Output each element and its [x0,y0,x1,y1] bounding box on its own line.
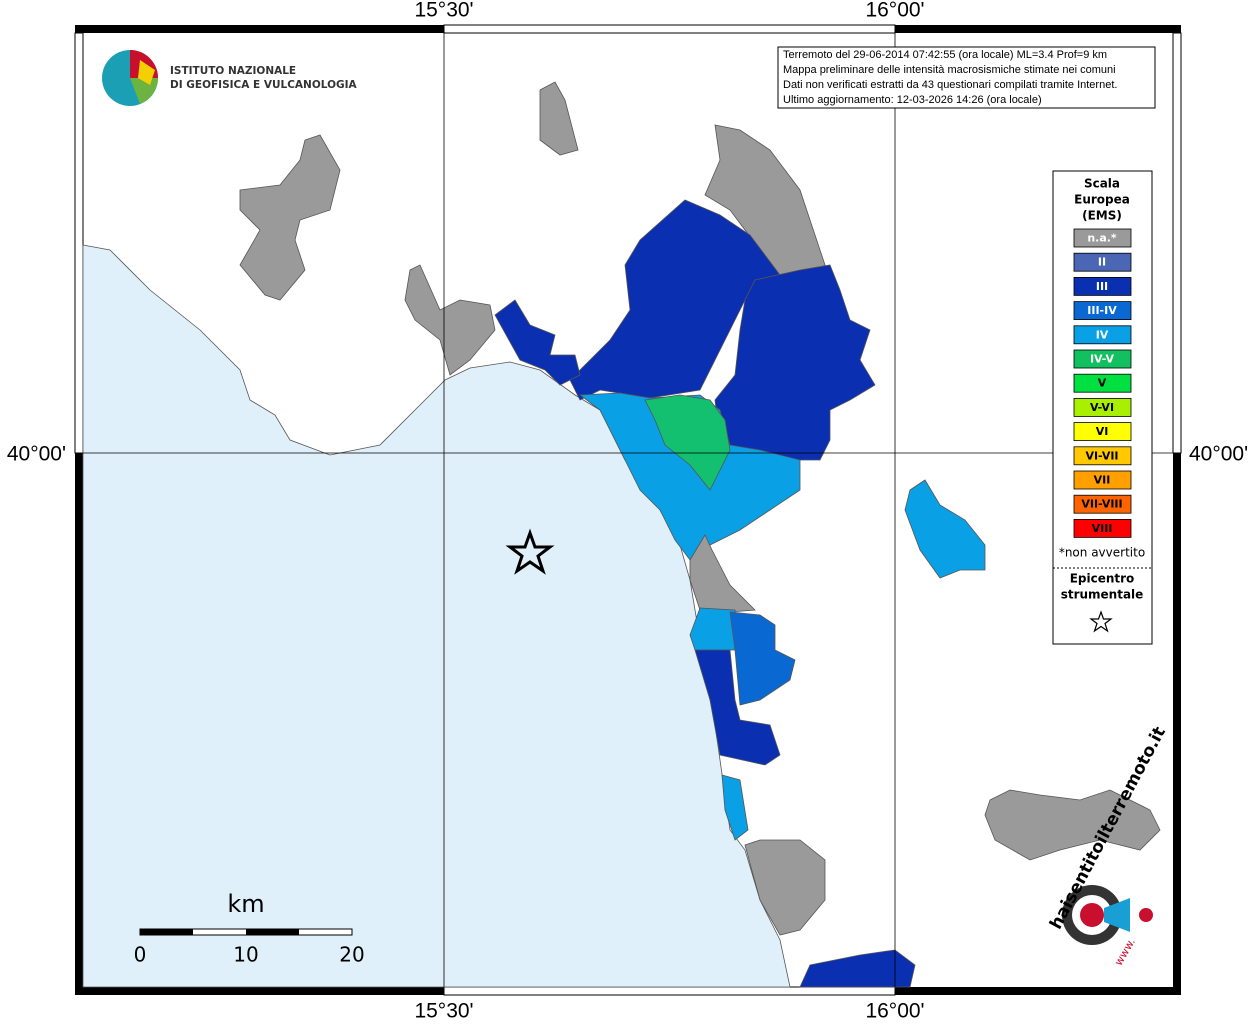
lat-label: 40°00' [7,443,66,466]
legend-swatch [1073,373,1132,393]
region [694,649,781,766]
scale-tick: 20 [339,943,364,967]
region [721,774,749,841]
legend-label: V-VI [1090,401,1114,414]
info-line: Dati non verificati estratti da 43 quest… [783,79,1117,91]
institute-logo: ISTITUTO NAZIONALE DI GEOFISICA E VULCAN… [102,50,358,106]
region [984,789,1161,861]
legend-swatch [1073,446,1132,466]
epicenter-star [505,528,555,575]
region [404,264,496,376]
legend: ScalaEuropea(EMS)n.a.*IIIIIIII-IVIVIV-VV… [1052,170,1153,645]
info-box [777,46,1156,109]
legend-swatch [1073,276,1132,296]
region [239,134,341,301]
legend-label: VI [1096,425,1109,438]
lon-label: 15°30' [414,0,473,22]
legend-label: n.a.* [1087,232,1117,245]
frame-segment [443,24,896,34]
lon-label: 15°30' [414,1000,473,1023]
region [569,199,781,401]
legend-label: IV [1096,328,1109,341]
legend-label: IV-V [1090,353,1115,366]
lat-label: 40°00' [1189,443,1248,466]
scale-segment [140,929,193,935]
legend-swatch [1073,325,1132,345]
legend-note: *non avvertito [1059,546,1145,560]
region [644,394,731,491]
region [578,392,801,561]
institute-name: DI GEOFISICA E VULCANOLOGIA [170,79,358,91]
legend-epicenter: Epicentro [1070,572,1135,586]
logo-speaker [1104,898,1130,932]
info-line: Terremoto del 29-06-2014 07:42:55 (ora l… [783,49,1107,61]
lon-label: 16°00' [865,1000,924,1023]
legend-label: V [1098,377,1107,390]
lon-label: 16°00' [865,0,924,22]
logo-part [138,60,155,85]
legend-swatch [1073,228,1132,248]
region [714,264,876,461]
legend-swatch [1073,470,1132,490]
region [904,479,986,579]
regions [239,81,1161,988]
region [729,611,796,706]
logo-ring [1080,903,1104,927]
legend-title: Scala [1084,177,1120,191]
region [539,81,579,156]
region [689,534,756,613]
legend-swatch [1073,519,1132,538]
legend-label: III [1096,280,1108,293]
region [494,299,581,386]
scale-unit: km [227,890,264,918]
legend-swatch [1073,422,1132,442]
legend-label: III-IV [1087,304,1117,317]
legend-title: (EMS) [1082,209,1122,223]
scale-bar: km 0 10 20 [134,890,365,967]
legend-swatch [1073,301,1132,321]
institute-name: ISTITUTO NAZIONALE [170,65,296,77]
region [744,839,826,936]
scale-tick: 0 [134,943,147,967]
legend-title: Europea [1074,193,1130,207]
legend-star [1089,610,1113,633]
legend-label: VII [1094,474,1111,487]
logo-part [130,78,158,104]
frame-segment [1172,32,1182,454]
info-line: Mappa preliminare delle intensità macros… [783,64,1116,76]
legend-epicenter: strumentale [1061,588,1144,602]
legend-label: II [1098,256,1106,269]
sea [82,244,791,988]
logo-dot [1139,908,1153,922]
legend-label: VIII [1092,522,1113,535]
scale-tick: 10 [233,943,258,967]
info-line: Ultimo aggiornamento: 12-03-2026 14:26 (… [783,94,1042,106]
frame-segment [74,32,84,454]
legend-swatch [1073,397,1132,417]
legend-swatch [1073,252,1132,272]
frame-segment [443,986,896,996]
legend-swatch [1073,494,1132,514]
legend-swatch [1073,349,1132,369]
legend-label: VI-VII [1085,449,1118,462]
scale-segment [246,929,299,935]
legend-label: VII-VIII [1081,498,1122,511]
